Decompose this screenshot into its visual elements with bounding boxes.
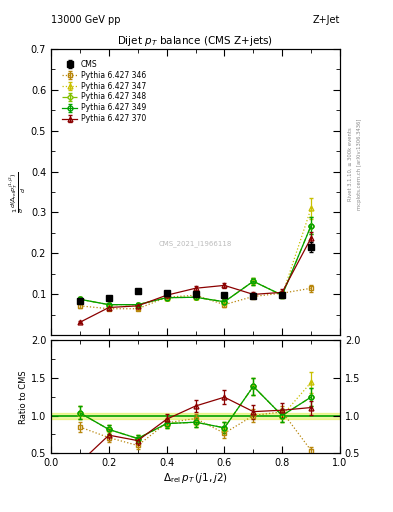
- Text: Z+Jet: Z+Jet: [312, 15, 340, 26]
- Y-axis label: Ratio to CMS: Ratio to CMS: [19, 370, 28, 423]
- Text: mcplots.cern.ch [arXiv:1306.3436]: mcplots.cern.ch [arXiv:1306.3436]: [357, 118, 362, 209]
- Title: Dijet $p_T$ balance (CMS Z+jets): Dijet $p_T$ balance (CMS Z+jets): [118, 34, 274, 49]
- Text: Rivet 3.1.10, ≥ 300k events: Rivet 3.1.10, ≥ 300k events: [347, 127, 352, 201]
- Legend: CMS, Pythia 6.427 346, Pythia 6.427 347, Pythia 6.427 348, Pythia 6.427 349, Pyt: CMS, Pythia 6.427 346, Pythia 6.427 347,…: [61, 58, 147, 125]
- Text: CMS_2021_I1966118: CMS_2021_I1966118: [159, 240, 232, 247]
- Text: 13000 GeV pp: 13000 GeV pp: [51, 15, 121, 26]
- Y-axis label: $\frac{1}{\sigma}\frac{d(\Delta_{\mathrm{rel}} p_T^{j1,j2})}{d}$: $\frac{1}{\sigma}\frac{d(\Delta_{\mathrm…: [8, 172, 28, 212]
- X-axis label: $\Delta_{\mathrm{rel}}\, p_T\, (j1,j2)$: $\Delta_{\mathrm{rel}}\, p_T\, (j1,j2)$: [163, 471, 228, 485]
